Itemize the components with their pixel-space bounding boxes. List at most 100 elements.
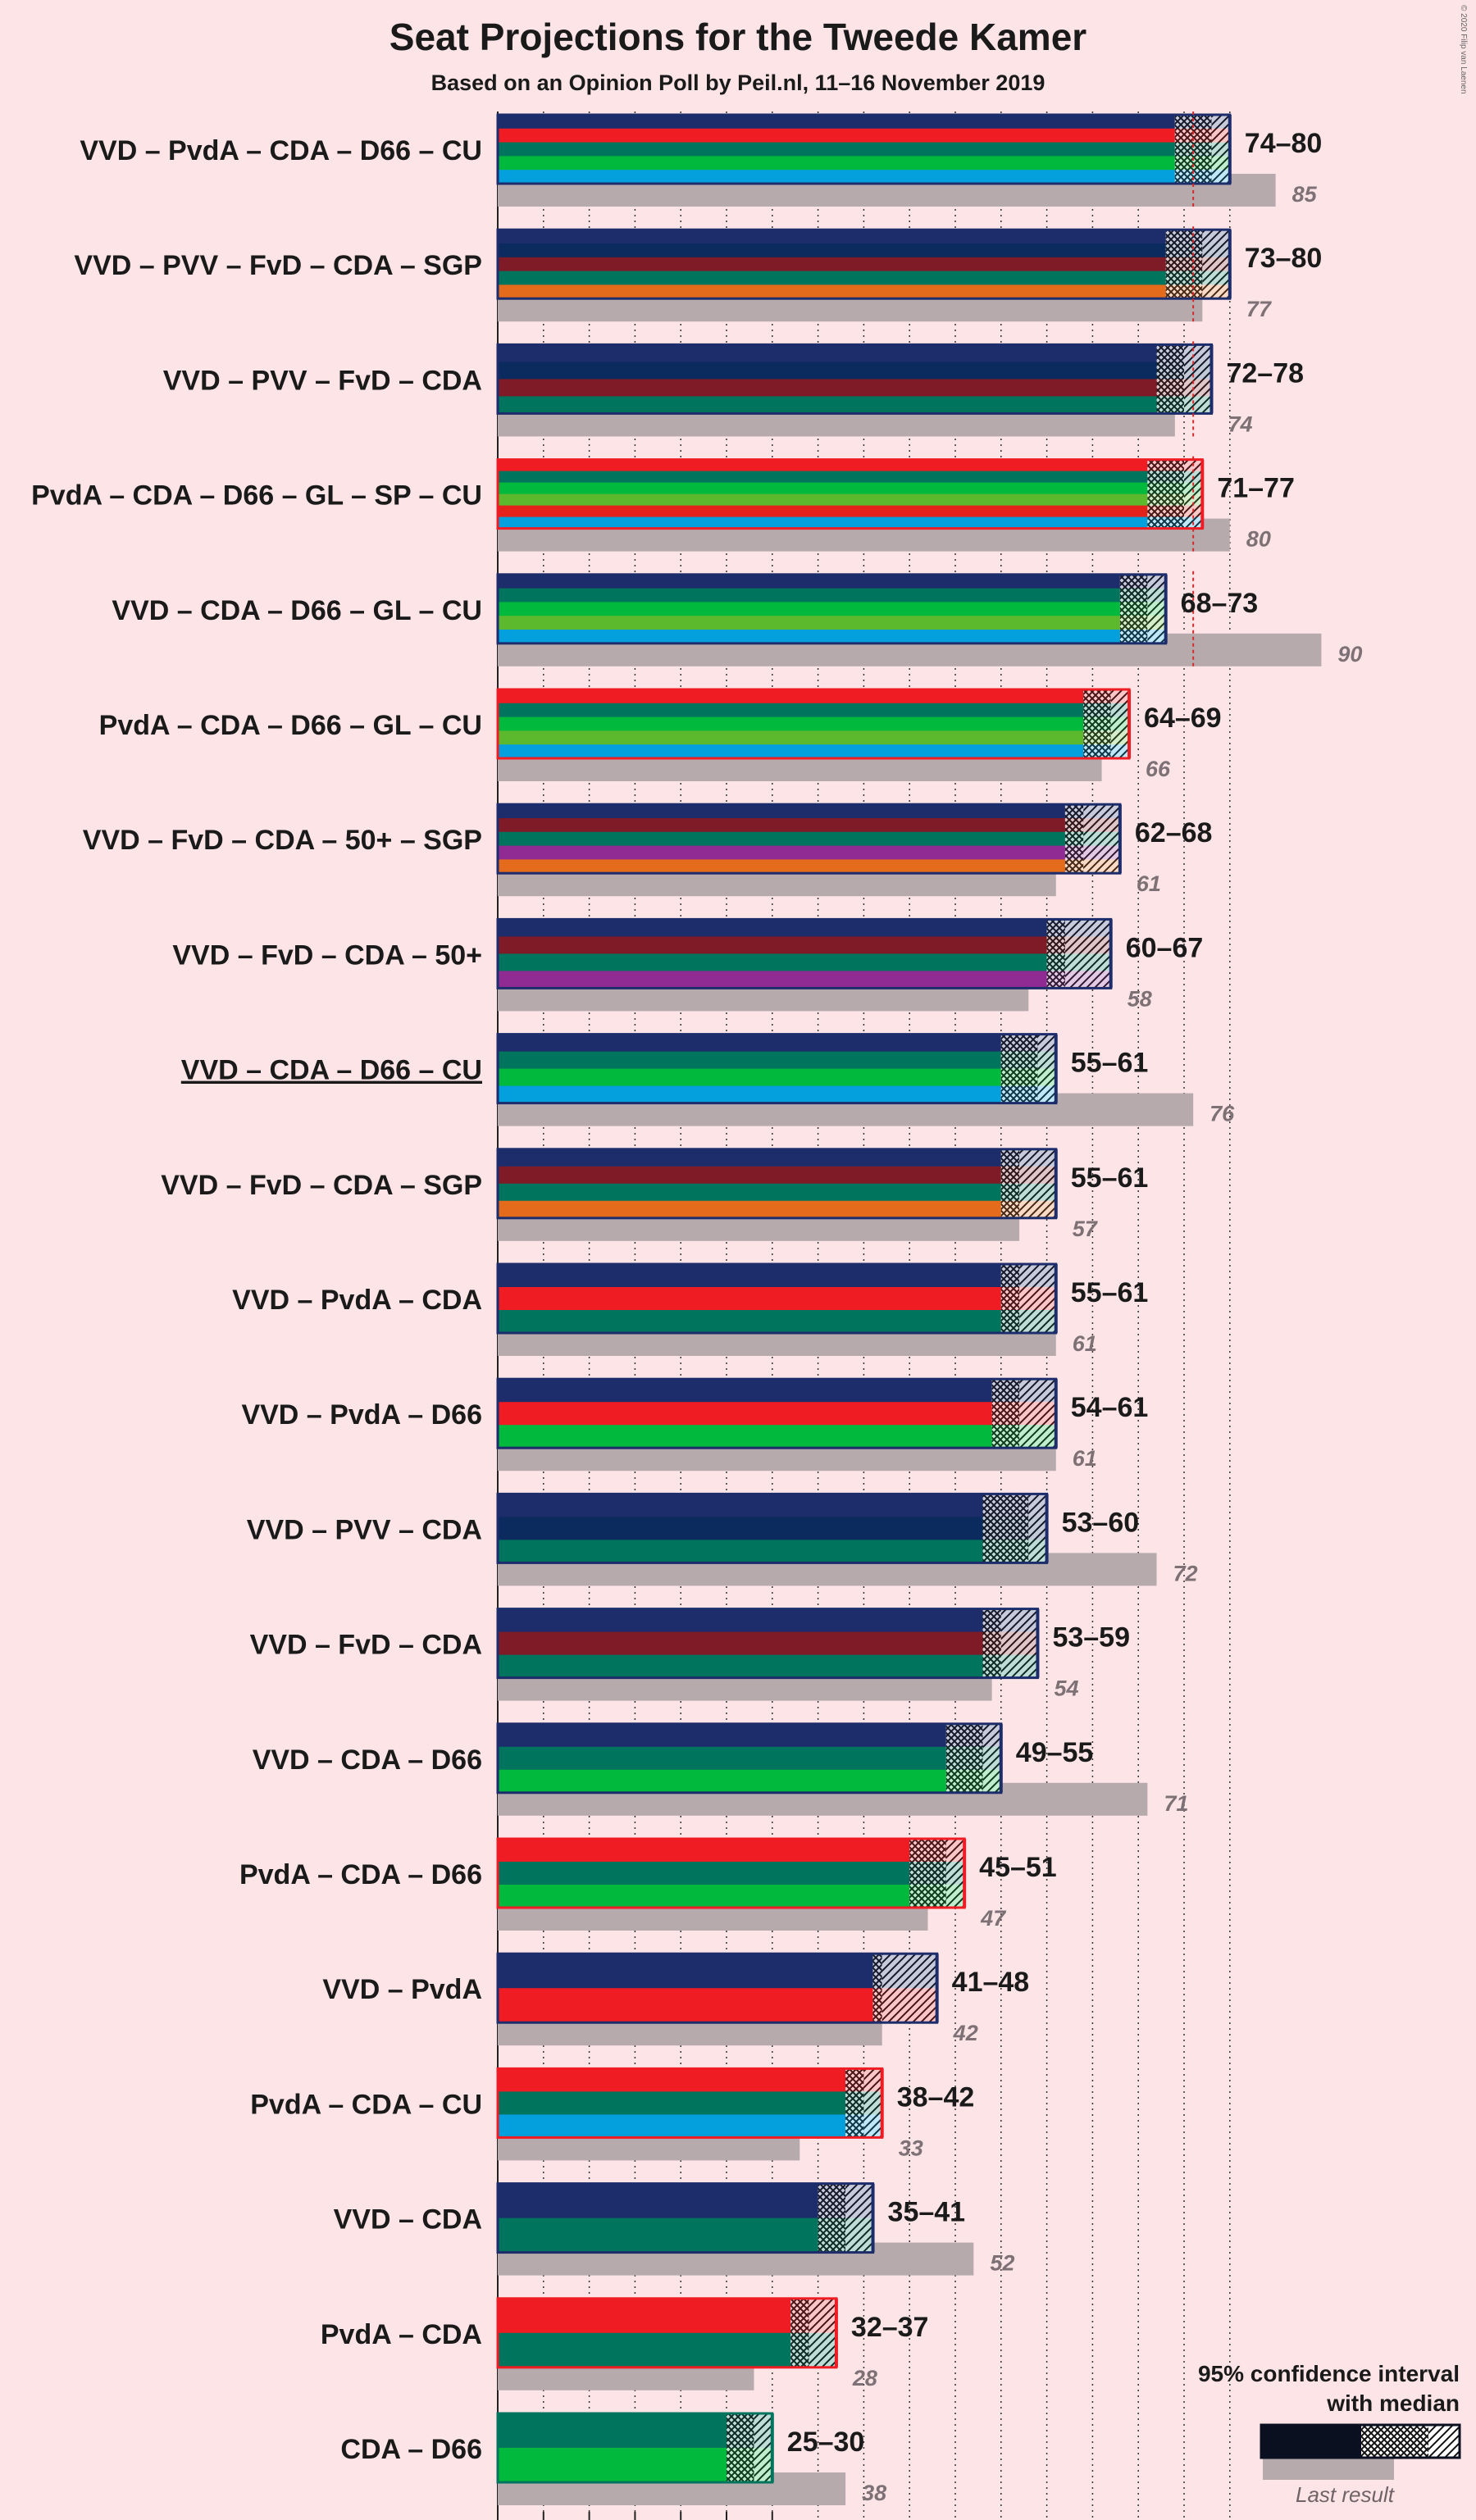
party-stripe (498, 471, 1148, 484)
party-stripe (498, 396, 1157, 414)
last-result-label: 85 (1292, 182, 1318, 207)
ci-tint (982, 1494, 1047, 1517)
party-stripe (498, 1988, 873, 2023)
party-stripe (498, 284, 1166, 299)
ci-tint (1083, 716, 1130, 731)
ci-tint (982, 1517, 1047, 1540)
range-label: 41–48 (952, 1967, 1030, 1998)
ci-upper-band (1019, 1149, 1056, 1218)
coalition-label: VVD – PvdA – D66 (241, 1399, 482, 1431)
coalition-row: VVD – CDA – D66 49–55 71 (253, 1722, 1188, 1816)
ci-tint (845, 2114, 882, 2138)
party-stripe (498, 156, 1175, 171)
party-stripe (498, 128, 1175, 143)
ci-tint (1064, 831, 1120, 846)
party-stripe (498, 744, 1084, 759)
party-stripe (498, 2448, 727, 2483)
last-result-label: 47 (980, 1906, 1007, 1931)
range-label: 55–61 (1071, 1048, 1149, 1079)
last-result-label: 61 (1073, 1446, 1097, 1471)
coalition-row: PvdA – CDA – D66 – GL – SP – CU 71–77 80 (31, 456, 1295, 553)
coalition-row: PvdA – CDA – D66 – GL – CU 64–69 66 (99, 688, 1222, 781)
legend-ci-label: 95% confidence interval (1198, 2361, 1460, 2386)
party-stripe (498, 1885, 910, 1908)
ci-lower-band (909, 1839, 946, 1908)
ci-tint (1000, 1034, 1056, 1052)
ci-upper-band (1184, 344, 1212, 414)
ci-tint (872, 1988, 937, 2023)
party-stripe (498, 1051, 1001, 1070)
coalition-label: VVD – FvD – CDA – 50+ (172, 939, 482, 971)
party-stripe (498, 1149, 1001, 1167)
ci-lower-band (790, 2298, 809, 2368)
ci-lower-band (1083, 689, 1111, 758)
ci-lower-band (1119, 574, 1148, 644)
party-stripe (498, 1654, 983, 1679)
party-stripe (498, 459, 1148, 472)
party-stripe (498, 630, 1120, 644)
ci-lower-band (982, 1494, 1029, 1563)
ci-tint (1174, 142, 1230, 157)
coalition-label: VVD – PvdA (322, 1974, 482, 2005)
party-stripe (498, 703, 1084, 718)
ci-tint (945, 1723, 1001, 1747)
last-result-label: 38 (862, 2481, 886, 2505)
legend-diag-swatch (1428, 2425, 1460, 2458)
range-label: 49–55 (1016, 1737, 1094, 1768)
ci-lower-band (1064, 804, 1084, 874)
ci-lower-band (1000, 1149, 1020, 1218)
coalition-label: PvdA – CDA – D66 – GL – CU (99, 710, 482, 741)
ci-tint (1156, 396, 1212, 414)
range-label: 73–80 (1245, 243, 1323, 274)
ci-upper-band (1184, 459, 1203, 529)
party-stripe (498, 142, 1175, 157)
ci-tint (1174, 170, 1230, 184)
coalition-row: VVD – PVV – CDA 53–60 72 (247, 1492, 1198, 1586)
last-result-label: 66 (1146, 757, 1171, 781)
coalition-row: PvdA – CDA – D66 45–51 47 (239, 1837, 1057, 1931)
range-label: 74–80 (1245, 128, 1323, 159)
party-stripe (498, 936, 1047, 954)
party-stripe (498, 115, 1175, 130)
coalition-label: VVD – FvD – CDA (250, 1630, 482, 1661)
party-stripe (498, 616, 1120, 630)
last-result-label: 80 (1246, 527, 1271, 552)
ci-tint (845, 2068, 882, 2092)
ci-lower-band (1000, 1264, 1020, 1333)
party-stripe (498, 1085, 1001, 1104)
last-result-label: 74 (1228, 412, 1252, 436)
party-stripe (498, 859, 1065, 874)
coalition-label: PvdA – CDA – D66 – GL – SP – CU (31, 480, 482, 512)
ci-upper-band (1147, 574, 1166, 644)
coalition-row: VVD – PVV – FvD – CDA 72–78 74 (163, 341, 1304, 439)
ci-tint (872, 1954, 937, 1989)
coalition-label: VVD – PVV – FvD – CDA – SGP (74, 250, 482, 281)
range-label: 25–30 (787, 2427, 865, 2458)
ci-tint (982, 1608, 1038, 1632)
party-stripe (498, 271, 1166, 285)
last-result-label: 76 (1210, 1102, 1235, 1126)
ci-upper-band (882, 1954, 937, 2023)
party-stripe (498, 1402, 992, 1426)
ci-upper-band (1083, 804, 1120, 874)
ci-tint (1046, 919, 1111, 937)
ci-tint (818, 2218, 873, 2253)
range-label: 45–51 (979, 1852, 1057, 1883)
legend: 95% confidence interval with median Last r… (1198, 2361, 1461, 2507)
party-stripe (498, 1746, 946, 1771)
ci-tint (1147, 516, 1203, 529)
coalition-row: VVD – FvD – CDA 53–59 54 (250, 1608, 1130, 1701)
last-result-label: 61 (1137, 871, 1161, 896)
ci-lower-band (727, 2413, 754, 2482)
party-stripe (498, 831, 1065, 847)
ci-upper-band (754, 2413, 772, 2482)
ci-tint (1083, 730, 1130, 745)
ci-upper-band (1202, 230, 1230, 299)
ci-tint (982, 1631, 1038, 1655)
ci-lower-band (945, 1723, 983, 1793)
party-stripe (498, 362, 1157, 380)
ci-tint (1083, 689, 1130, 703)
party-stripe (498, 2298, 791, 2334)
legend-last-result-swatch (1263, 2455, 1394, 2480)
